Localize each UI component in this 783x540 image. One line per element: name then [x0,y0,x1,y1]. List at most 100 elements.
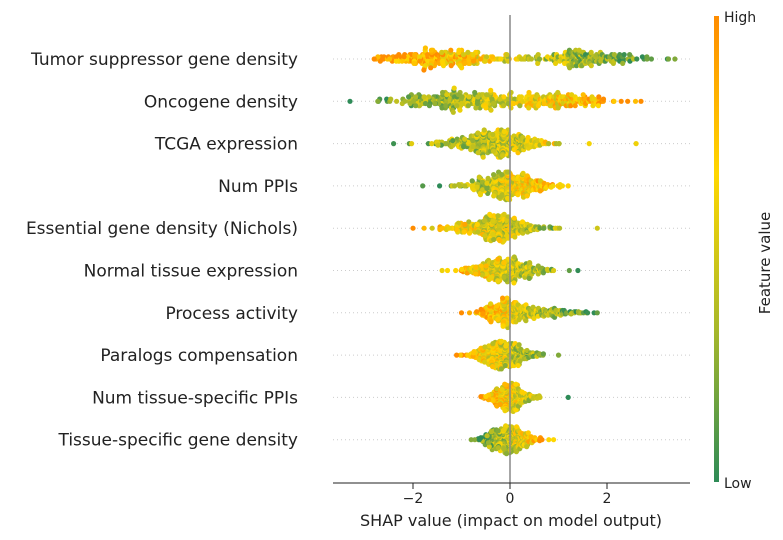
colorbar-high-label: High [724,10,756,26]
feature-label: Process activity [165,304,298,324]
shap-point [502,362,508,369]
shap-point [475,94,481,100]
shap-point [490,131,496,138]
shap-point [517,103,523,109]
shap-point [501,260,507,266]
shap-point [526,105,532,111]
shap-point [633,141,639,147]
shap-point [498,338,505,344]
shap-point [478,56,484,62]
shap-point [481,127,487,133]
shap-point [488,319,494,325]
shap-point [525,430,531,436]
feature-labels: Tumor suppressor gene density Oncogene de… [26,50,298,451]
shap-point [473,271,479,277]
shap-point [444,267,451,274]
shap-point [457,352,463,358]
shap-point [472,437,478,443]
shap-point [460,52,467,58]
shap-point [632,98,639,104]
shap-point [513,407,519,413]
shap-point [450,109,456,115]
shap-point [451,85,457,91]
shap-point [480,154,486,160]
shap-point [511,215,517,221]
shap-point [473,105,479,111]
shap-point [377,58,383,64]
shap-point [513,449,520,455]
shap-point [413,103,419,109]
shap-point [472,89,478,96]
shap-point [498,366,504,372]
shap-point [488,274,495,280]
colorbar-gradient [714,16,719,482]
shap-point [596,94,602,100]
shap-point [544,266,551,272]
shap-point [537,188,543,194]
shap-point [639,54,646,60]
shap-point [535,60,541,66]
shap-point [468,437,474,443]
shap-point [556,141,562,147]
shap-point [456,47,462,53]
shap-point [483,263,489,269]
shap-point [443,141,449,147]
shap-point [421,67,427,73]
shap-point [490,218,496,224]
shap-point [458,310,465,316]
shap-point [540,351,547,357]
shap-point [435,142,441,148]
shap-point [502,408,508,414]
x-tick-label: 2 [603,491,612,507]
feature-label: Normal tissue expression [84,262,298,282]
feature-label: Paralogs compensation [100,346,298,366]
shap-point [515,362,521,369]
shap-point [426,103,432,109]
shap-point [620,60,626,66]
feature-label: Tumor suppressor gene density [30,50,298,70]
shap-point [491,172,497,178]
shap-point [517,358,523,364]
shap-point [495,428,501,434]
shap-point [484,180,490,186]
shap-point [634,56,640,62]
shap-point [483,394,489,400]
shap-point [465,49,471,56]
shap-point [585,310,591,316]
shap-point [387,56,393,62]
colorbar-title: Feature value [756,212,774,314]
shap-point [501,94,507,100]
shap-point [497,401,503,407]
shap-point [551,437,557,443]
shap-point [457,107,463,113]
shap-point [497,238,503,244]
x-axis: −2 0 2 [333,482,690,507]
shap-point [446,225,453,231]
shap-point [498,56,504,62]
shap-point [512,234,518,240]
shap-point [461,144,467,150]
shap-point [504,169,511,175]
shap-point [672,56,678,62]
shap-point [535,52,541,58]
colorbar-low-label: Low [724,476,752,492]
shap-point [425,52,431,58]
shap-point [491,213,497,219]
shap-point [595,103,602,109]
shap-point [401,54,407,60]
shap-point [550,183,556,189]
shap-point [502,381,508,387]
shap-point [421,225,427,231]
shap-point [420,183,426,189]
shap-point [456,182,462,188]
shap-point [573,63,580,69]
shap-point [480,311,486,317]
feature-label: Num PPIs [218,177,298,197]
shap-point [469,183,475,189]
feature-label: Oncogene density [144,92,298,112]
shap-point [474,184,480,190]
shap-point [511,280,517,286]
shap-point [625,98,631,104]
shap-point [478,263,484,269]
shap-point [428,47,434,53]
